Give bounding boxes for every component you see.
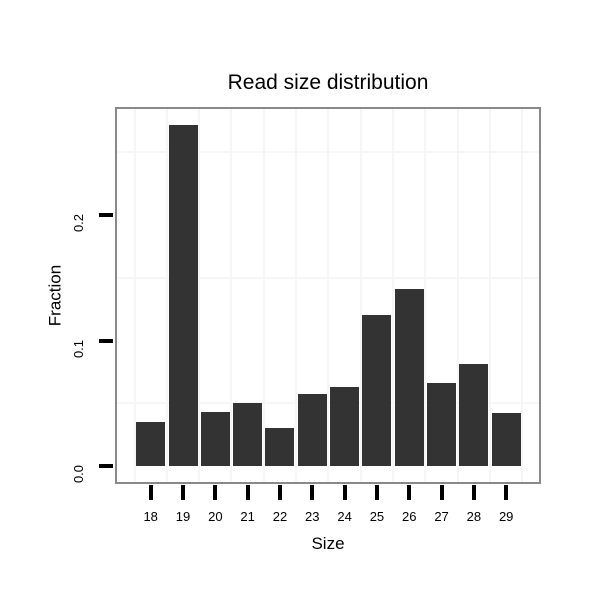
gridline-vertical [198,109,201,482]
bar [427,383,457,466]
gridline-vertical [295,109,298,482]
y-axis-tick [99,464,113,468]
gridline-vertical [424,109,427,482]
x-axis-tick [407,485,412,500]
bar [362,315,392,466]
plot-panel [115,107,541,484]
x-tick-label: 25 [369,509,385,524]
bar [200,412,230,466]
bar [491,413,521,466]
x-tick-label: 22 [272,509,288,524]
gridline-vertical [359,109,362,482]
y-axis-title: Fraction [45,264,65,327]
x-tick-label: 21 [240,509,255,524]
x-axis-tick [148,485,153,500]
x-axis-tick [277,485,282,500]
x-axis-tick [213,485,218,500]
y-tick-label: 0.0 [71,464,86,484]
y-axis-tick [99,338,113,343]
gridline-vertical [262,109,265,482]
y-tick-label: 0.2 [71,213,86,233]
x-axis-tick [310,485,315,500]
x-tick-label: 19 [175,509,191,524]
y-axis-tick [99,213,113,217]
gridline-vertical [521,109,524,482]
bar [394,289,424,466]
x-axis-tick [439,485,444,500]
x-tick-label: 28 [466,509,482,524]
x-tick-label: 20 [208,509,223,524]
x-tick-label: 27 [434,509,449,524]
x-tick-label: 26 [402,509,417,524]
x-tick-label: 24 [337,509,352,524]
gridline-vertical [392,109,395,482]
y-tick-label: 0.1 [71,339,86,358]
bar [330,386,360,466]
x-tick-label: 29 [498,509,514,524]
x-axis-title: Size [311,534,345,553]
chart-title: Read size distribution [227,71,429,94]
x-axis-tick [471,485,476,500]
x-axis-tick [245,485,250,500]
gridline-vertical [230,109,233,482]
gridline-vertical [327,109,330,482]
x-axis-tick [342,485,347,500]
bar [136,422,166,466]
bar [297,394,327,466]
x-axis-tick [374,485,379,500]
x-axis-tick [181,485,186,500]
gridline-vertical [165,109,168,482]
gridline-vertical [133,109,136,482]
bar [168,124,198,466]
gridline-vertical [489,109,492,482]
bar [265,428,295,466]
x-axis-tick [504,485,509,500]
x-tick-label: 23 [305,509,320,524]
x-tick-label: 18 [143,509,158,524]
bar [459,364,489,466]
bar [233,403,263,466]
gridline-vertical [456,109,459,482]
